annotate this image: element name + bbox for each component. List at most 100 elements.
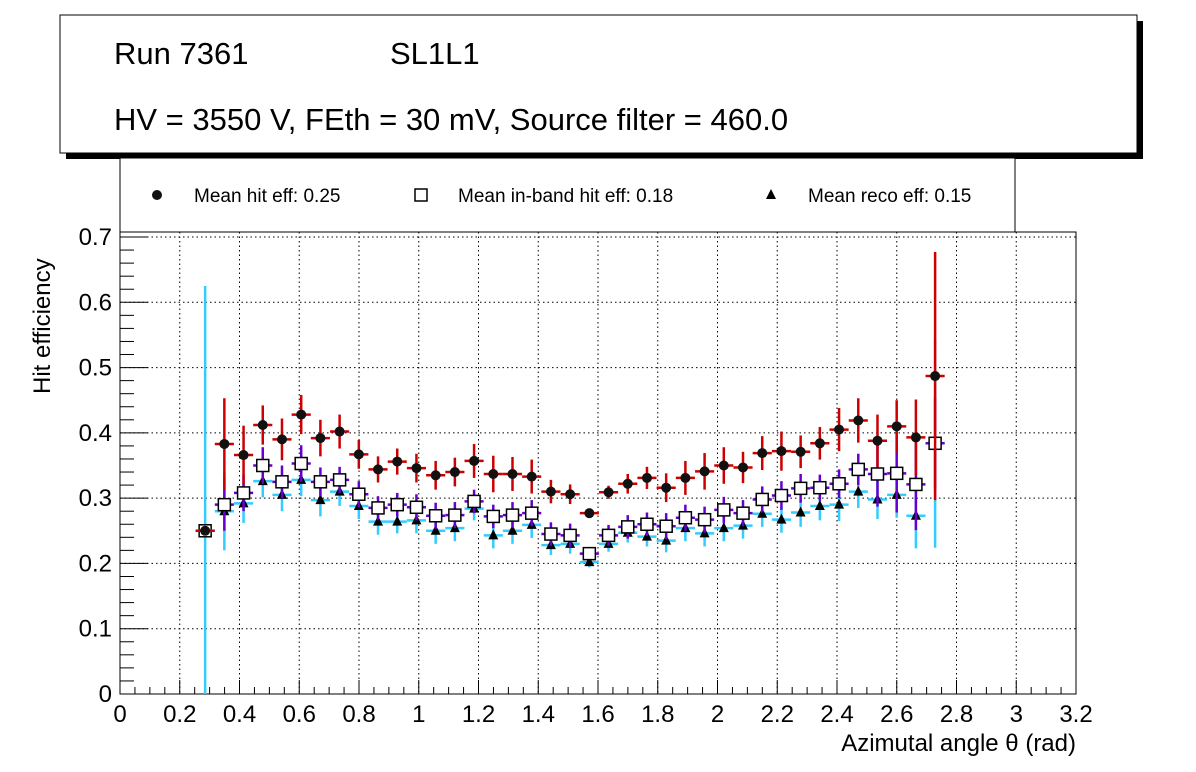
open-square-marker — [851, 462, 866, 477]
x-tick-label: 2.2 — [761, 701, 794, 728]
circle-marker — [257, 420, 268, 431]
data-point — [214, 398, 234, 490]
title-run: Run 7361 — [114, 36, 248, 71]
data-point — [848, 398, 868, 443]
data-point — [291, 445, 311, 482]
data-point — [483, 455, 503, 493]
open-square-marker — [275, 475, 289, 489]
open-square-marker — [486, 509, 501, 524]
data-point — [771, 481, 791, 510]
open-square-marker — [678, 510, 693, 525]
legend-marker — [414, 188, 428, 202]
open-square-marker — [582, 546, 597, 561]
circle-marker — [276, 434, 287, 445]
x-tick-label: 2.6 — [880, 701, 913, 728]
open-square-marker — [428, 509, 443, 523]
data-point — [272, 465, 292, 499]
x-tick-label: 2 — [711, 701, 724, 728]
data-point — [695, 453, 715, 490]
data-point — [272, 418, 292, 461]
circle-marker — [373, 464, 384, 475]
data-point — [195, 525, 215, 536]
circle-marker — [353, 449, 364, 460]
legend-marker — [766, 189, 776, 199]
open-square-marker — [313, 475, 328, 489]
data-point — [330, 414, 350, 449]
legend-label: Mean in-band hit eff: 0.18 — [458, 186, 673, 207]
data-point — [598, 485, 619, 499]
circle-marker — [641, 472, 652, 483]
open-square-marker — [601, 528, 616, 543]
circle-marker — [814, 438, 825, 449]
x-tick-label: 1.8 — [641, 701, 674, 728]
circle-marker — [910, 432, 921, 443]
data-point — [483, 504, 503, 529]
circle-marker — [738, 462, 749, 473]
data-point — [656, 513, 676, 540]
y-tick-label: 0.7 — [79, 224, 112, 251]
data-point — [675, 460, 695, 495]
y-tick-label: 0.4 — [79, 420, 112, 447]
data-point — [867, 414, 888, 467]
open-square-marker — [332, 473, 347, 487]
data-point — [829, 408, 849, 452]
circle-marker — [757, 448, 768, 459]
data-point — [810, 426, 830, 460]
y-tick-label: 0 — [99, 681, 112, 708]
data-point — [387, 448, 407, 475]
data-point — [464, 489, 484, 514]
open-square-marker — [467, 494, 481, 509]
circle-marker — [776, 446, 787, 457]
triangle-marker — [853, 485, 864, 496]
data-point — [906, 399, 926, 476]
circle-marker — [718, 460, 729, 471]
open-square-marker — [236, 486, 251, 500]
data-point — [541, 479, 561, 504]
circle-marker — [449, 467, 460, 478]
title-layer: SL1L1 — [390, 36, 480, 71]
data-point — [560, 484, 580, 505]
x-axis-label: Azimutal angle θ (rad) — [841, 730, 1076, 757]
data-point — [771, 506, 791, 533]
circle-marker — [545, 486, 556, 497]
x-tick-label: 3.2 — [1059, 701, 1092, 728]
data-point — [541, 522, 561, 546]
triangle-marker — [488, 529, 499, 540]
x-tick-label: 1.6 — [581, 701, 614, 728]
open-square-marker — [755, 492, 769, 507]
data-point — [618, 515, 638, 539]
triangle-marker — [718, 522, 729, 533]
data-point — [368, 456, 388, 483]
data-point — [387, 492, 407, 517]
open-square-marker — [813, 480, 827, 495]
open-square-marker — [832, 477, 846, 491]
data-point — [502, 457, 523, 491]
triangle-marker — [392, 515, 403, 526]
data-point — [733, 451, 753, 484]
circle-marker — [891, 421, 902, 432]
circle-marker — [930, 371, 941, 382]
data-point — [714, 496, 734, 523]
circle-marker — [315, 433, 326, 444]
circle-marker — [392, 456, 403, 467]
circle-marker — [699, 466, 710, 477]
data-point — [887, 400, 907, 453]
data-point — [637, 466, 657, 490]
circle-marker — [334, 426, 345, 437]
triangle-marker — [757, 507, 768, 518]
data-point — [349, 440, 369, 469]
circle-marker — [219, 438, 230, 449]
x-tick-label: 2.8 — [940, 701, 973, 728]
data-point — [810, 474, 830, 501]
y-tick-label: 0.5 — [79, 355, 112, 382]
x-tick-label: 1 — [412, 701, 425, 728]
circle-marker — [488, 468, 499, 479]
x-tick-label: 1.2 — [462, 701, 495, 728]
y-tick-label: 0.2 — [79, 550, 112, 577]
y-tick-label: 0.3 — [79, 485, 112, 512]
legend-label: Mean hit eff: 0.25 — [194, 186, 340, 207]
triangle-marker — [814, 499, 825, 510]
data-point — [637, 512, 657, 537]
data-point — [349, 481, 369, 508]
